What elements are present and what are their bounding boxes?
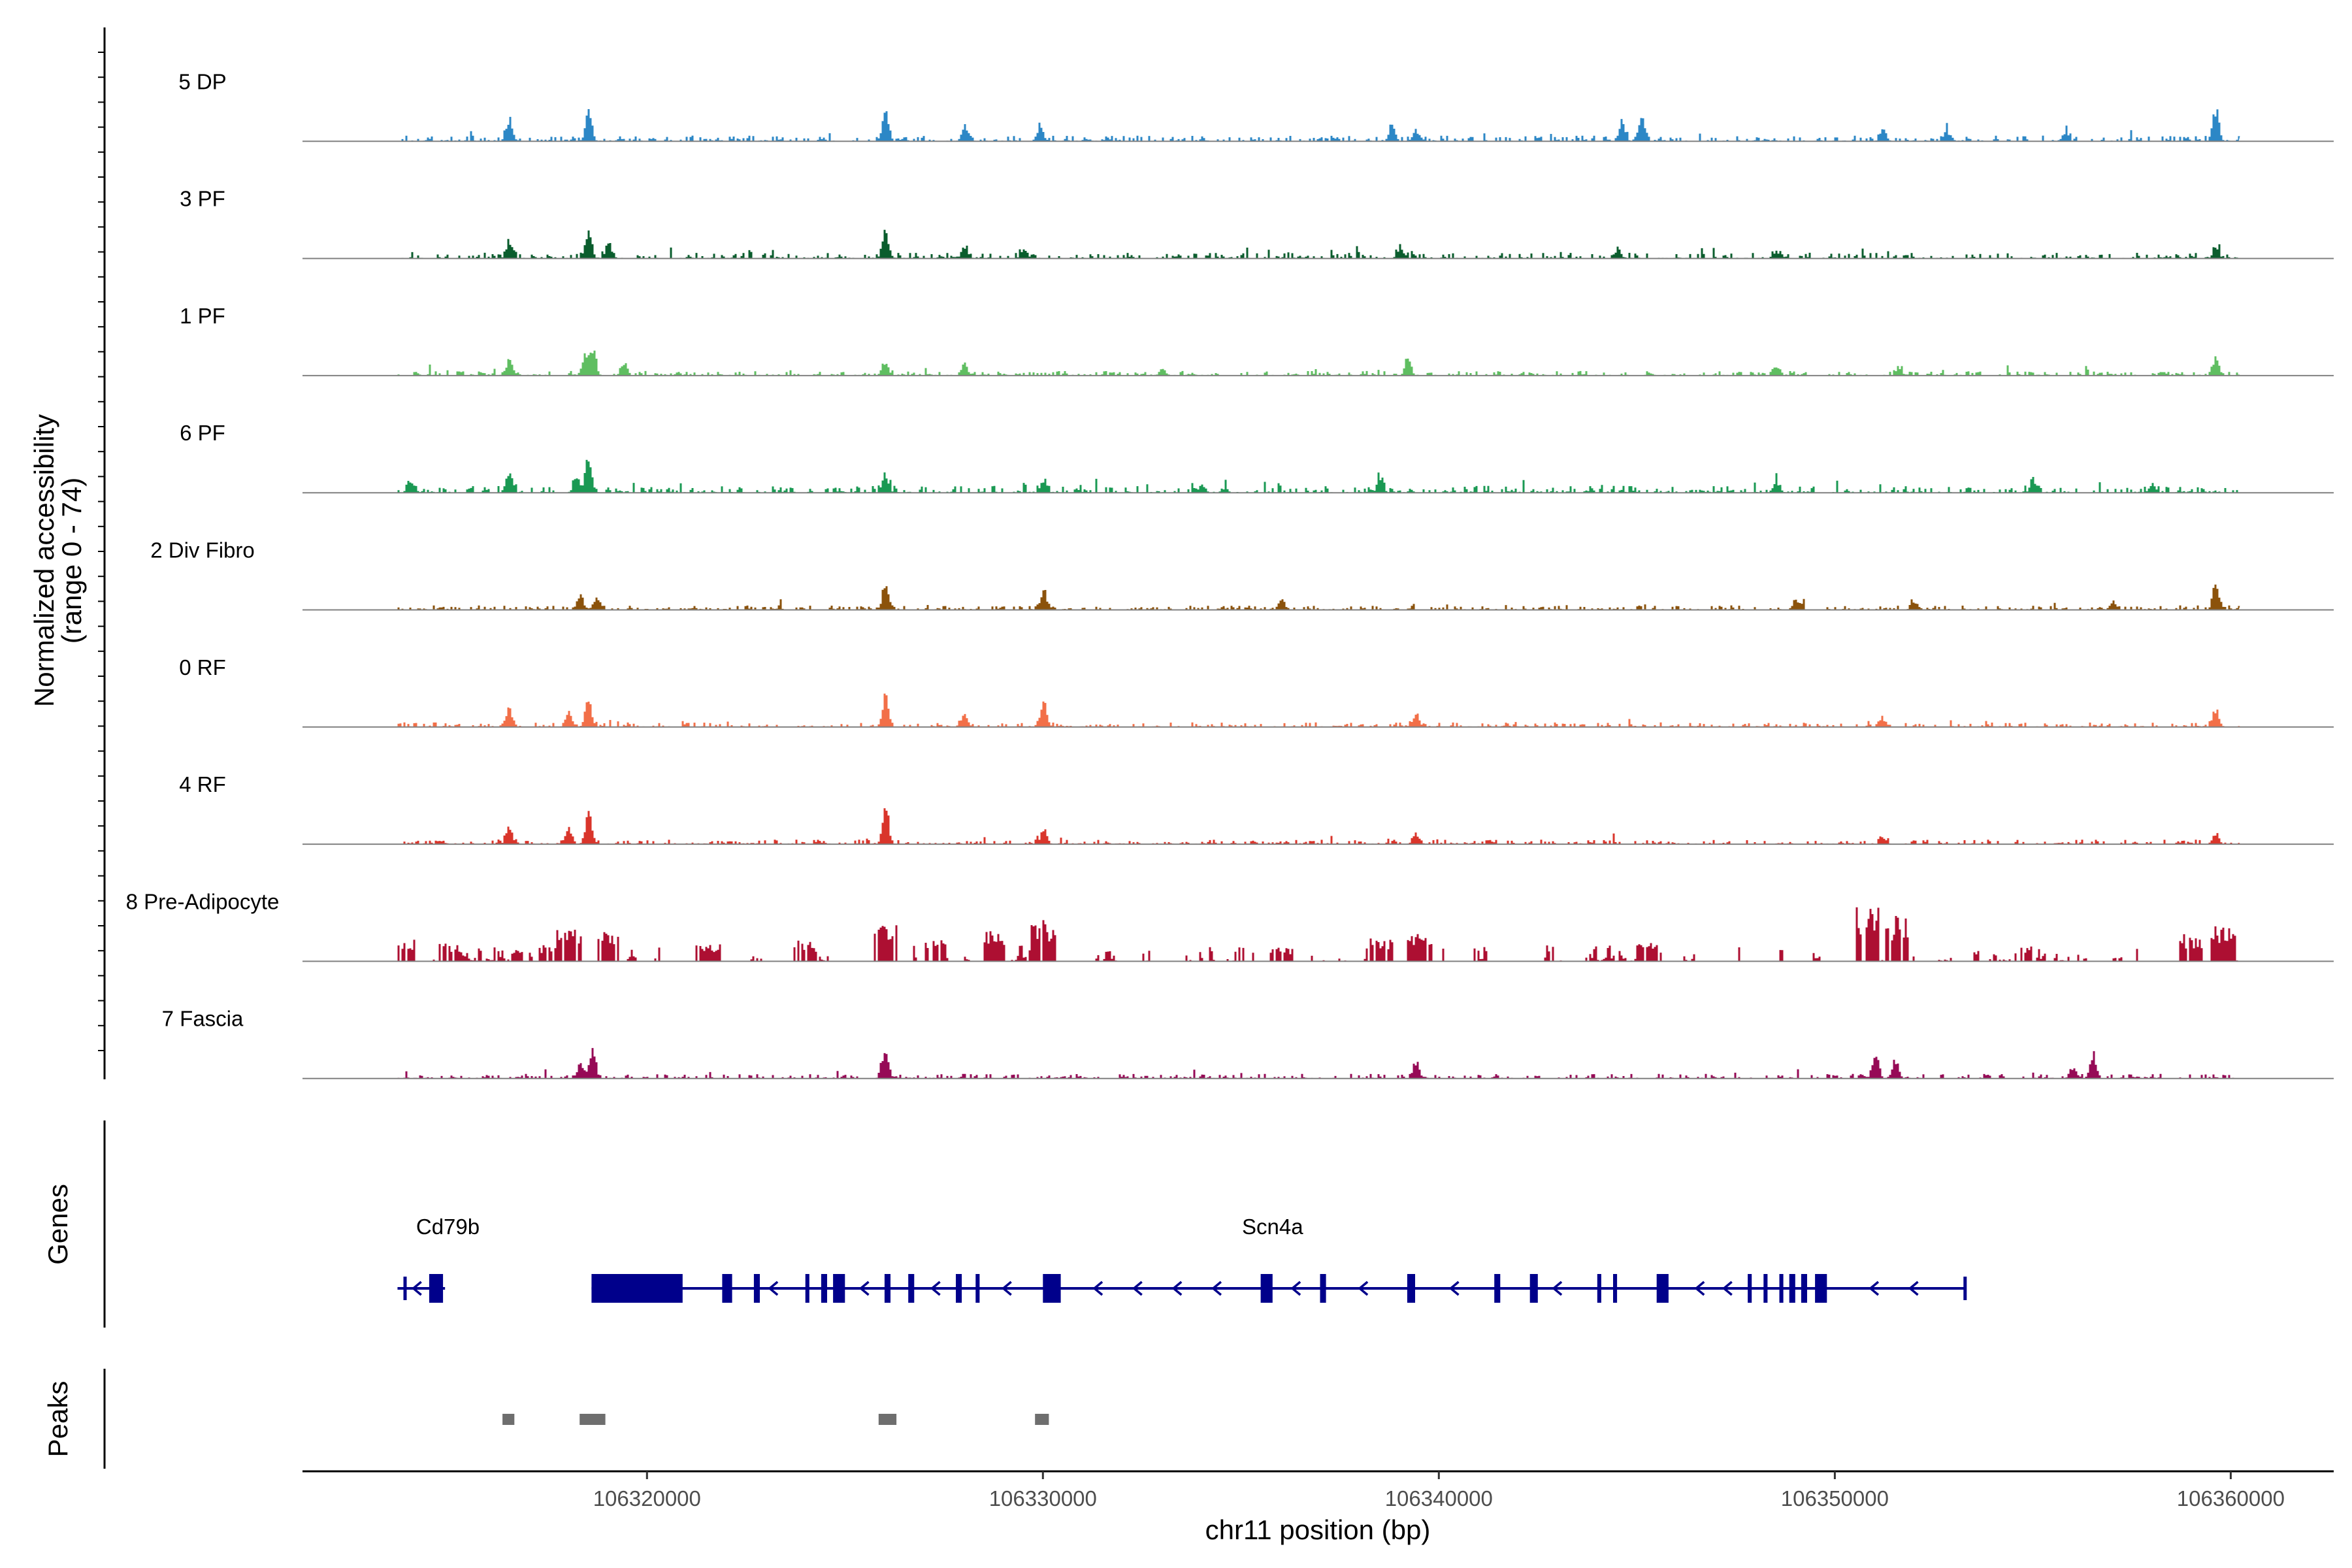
gene-exon [1597,1274,1601,1303]
gene-exon [1656,1274,1669,1303]
coverage-area [397,693,2240,727]
peaks-panel-label: Peaks [42,1381,73,1458]
coverage-y-axis-label-line2: (range 0 - 74) [56,478,87,644]
coverage-area [397,459,2240,493]
coverage-area [397,1048,2240,1079]
coverage-area [397,109,2240,142]
gene-exon [1963,1277,1967,1300]
strand-arrow [1722,1281,1733,1296]
strand-arrow [1001,1281,1012,1296]
gene-exon [1320,1274,1326,1303]
strand-arrow [411,1281,422,1296]
gene-exon [403,1277,407,1300]
peak-regions [502,1414,1049,1425]
track-label: 2 Div Fibro [150,538,255,563]
gene-exon [975,1274,980,1303]
track-1: 5 DP [178,69,2334,142]
strand-arrow [1358,1281,1369,1296]
gene-exon [956,1274,962,1303]
peak-region [502,1414,515,1425]
genes-panel-label: Genes [42,1184,73,1265]
strand-arrow [1694,1281,1705,1296]
track-label: 8 Pre-Adipocyte [126,889,280,913]
gene-exon [1407,1274,1415,1303]
track-label: 7 Fascia [162,1007,244,1031]
track-6: 0 RF [179,655,2334,728]
coverage-y-axis-label-line1: Normalized accessibility [29,414,59,707]
peak-region [1035,1414,1049,1425]
x-tick-label: 106330000 [989,1486,1097,1511]
x-tick-label: 106340000 [1385,1486,1493,1511]
gene-exon [884,1274,890,1303]
gene-exon [1613,1274,1618,1303]
gene-exon [1789,1274,1795,1303]
track-label: 5 DP [178,69,226,93]
peak-region [580,1414,606,1425]
strand-arrow [768,1281,779,1296]
gene-exon [1494,1274,1501,1303]
track-label: 0 RF [179,655,226,679]
gene-exon [1801,1274,1807,1303]
gene-annotations: Cd79b Scn4a [397,1215,1967,1303]
strand-arrow [1869,1281,1880,1296]
track-3: 1 PF [180,304,2334,376]
strand-arrow [1171,1281,1183,1296]
gene-exon [1748,1274,1752,1303]
gene-exon [1779,1274,1784,1303]
track-4: 6 PF [180,421,2334,494]
track-label: 3 PF [180,187,225,211]
strand-arrow [1552,1281,1563,1296]
gene-exon [591,1274,683,1303]
gene-exon [1529,1274,1538,1303]
gene-scn4a: Scn4a [591,1215,1967,1303]
gene-exon [429,1274,444,1303]
gene-cd79b: Cd79b [397,1215,480,1303]
x-tick-label: 106320000 [593,1486,701,1511]
strand-arrow [1211,1281,1222,1296]
track-label: 6 PF [180,421,225,445]
coverage-area [397,584,2240,610]
gene-exon [753,1274,760,1303]
gene-exon [722,1274,732,1303]
coverage-tracks: 5 DP 3 PF 1 PF 6 PF 2 Div Fibro 0 RF 4 RF 8 Pre… [126,69,2334,1079]
track-8: 8 Pre-Adipocyte [126,889,2334,962]
coverage-y-axis-ticks [98,52,105,1051]
strand-arrow [930,1281,941,1296]
coverage-area [397,229,2240,259]
gene-exon [1763,1274,1768,1303]
x-tick-label: 106360000 [2177,1486,2285,1511]
gene-exon [908,1274,915,1303]
x-axis-label: chr11 position (bp) [1205,1514,1431,1545]
strand-arrow [1290,1281,1301,1296]
x-tick-label: 106350000 [1781,1486,1889,1511]
strand-arrow [1132,1281,1143,1296]
coverage-area [397,907,2240,962]
track-2: 3 PF [180,187,2334,259]
gene-label: Scn4a [1242,1215,1303,1239]
track-label: 4 RF [179,772,226,796]
gene-exon [1043,1274,1061,1303]
strand-arrow [858,1281,870,1296]
track-9: 7 Fascia [162,1007,2334,1079]
strand-arrow [1908,1281,1919,1296]
peak-region [878,1414,897,1425]
x-axis-ticks: 106320000 106330000 106340000 106350000 1063… [593,1471,2285,1511]
gene-exon [805,1274,809,1303]
gene-exon [833,1274,845,1303]
track-5: 2 Div Fibro [150,538,2334,611]
track-7: 4 RF [179,772,2334,845]
gene-label: Cd79b [416,1215,480,1239]
strand-arrow [1092,1281,1103,1296]
strand-arrow [1448,1281,1460,1296]
coverage-area [397,808,2240,845]
track-label: 1 PF [180,304,225,328]
gene-exon [1260,1274,1273,1303]
coverage-area [397,350,2240,376]
gene-exon [821,1274,827,1303]
gene-exon [1815,1274,1827,1303]
